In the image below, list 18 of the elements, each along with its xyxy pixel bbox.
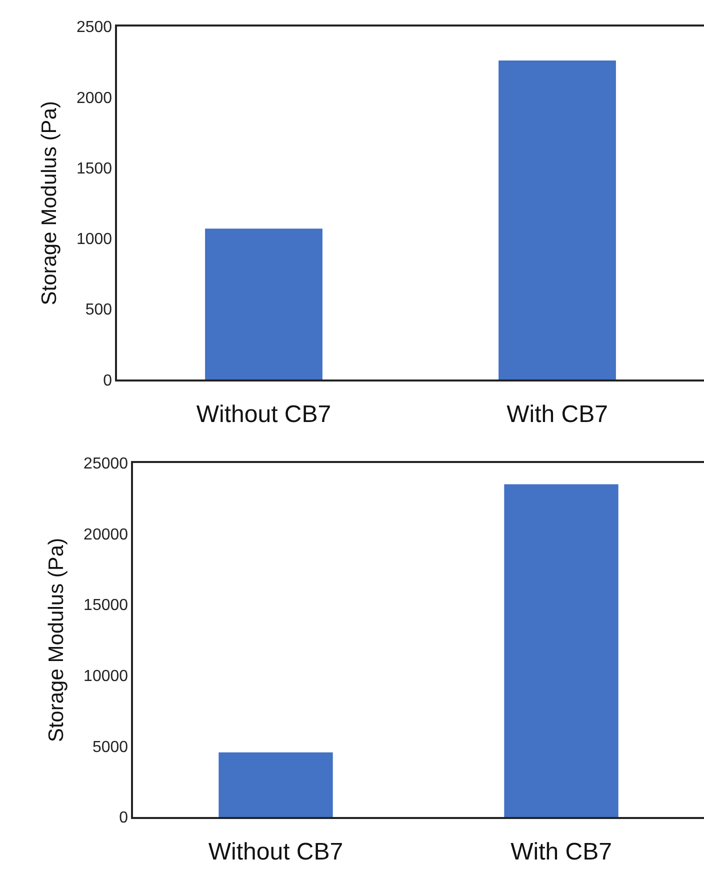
y-tick-label: 5000	[92, 738, 128, 756]
y-tick-label: 1000	[76, 231, 112, 248]
x-tick-label: With CB7	[510, 838, 612, 866]
y-tick-label: 500	[85, 302, 112, 319]
y-tick-label: 0	[119, 810, 128, 827]
y-tick-label: 15000	[84, 597, 128, 614]
y-tick-label: 20000	[84, 526, 128, 544]
x-tick-label: Without CB7	[208, 838, 344, 866]
y-tick-label: 0	[103, 372, 112, 390]
y-axis-title: Storage Modulus (Pa)	[38, 101, 62, 306]
x-tick-label: Without CB7	[196, 401, 332, 428]
y-tick-label: 1500	[76, 160, 112, 178]
x-tick-label: With CB7	[506, 401, 608, 428]
y-tick-label: 2000	[76, 90, 112, 107]
y-tick-label: 10000	[84, 668, 128, 686]
y-axis-title: Storage Modulus (Pa)	[45, 538, 68, 742]
y-tick-label: 25000	[84, 456, 128, 473]
y-tick-label: 2500	[76, 19, 112, 36]
